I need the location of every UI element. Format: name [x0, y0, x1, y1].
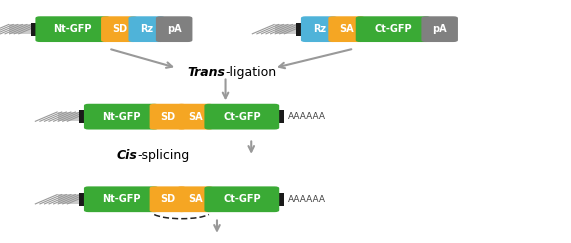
- Text: Ct-GFP: Ct-GFP: [375, 24, 412, 34]
- FancyBboxPatch shape: [177, 104, 214, 130]
- FancyBboxPatch shape: [421, 16, 458, 42]
- Text: SD: SD: [160, 112, 175, 122]
- Text: SD: SD: [160, 194, 175, 204]
- Text: Rz: Rz: [140, 24, 153, 34]
- FancyBboxPatch shape: [204, 186, 279, 212]
- FancyBboxPatch shape: [150, 186, 186, 212]
- Text: -ligation: -ligation: [226, 66, 277, 79]
- Text: AAAAAA: AAAAAA: [288, 112, 327, 121]
- Text: Rz: Rz: [313, 24, 325, 34]
- Bar: [275, 110, 284, 123]
- Text: pA: pA: [432, 24, 447, 34]
- Text: SA: SA: [339, 24, 354, 34]
- FancyBboxPatch shape: [301, 16, 337, 42]
- Text: AAAAAA: AAAAAA: [288, 195, 327, 204]
- Text: SD: SD: [112, 24, 127, 34]
- FancyBboxPatch shape: [356, 16, 431, 42]
- Bar: [296, 23, 305, 36]
- Text: Nt-GFP: Nt-GFP: [102, 112, 140, 122]
- Text: Ct-GFP: Ct-GFP: [223, 194, 260, 204]
- Bar: [58, 112, 79, 122]
- Bar: [79, 193, 89, 206]
- Text: -splicing: -splicing: [137, 149, 190, 162]
- Bar: [79, 110, 89, 123]
- Bar: [275, 193, 284, 206]
- Text: Trans: Trans: [187, 66, 226, 79]
- Bar: [58, 194, 79, 204]
- FancyBboxPatch shape: [156, 16, 192, 42]
- FancyBboxPatch shape: [128, 16, 165, 42]
- Text: Cis: Cis: [116, 149, 137, 162]
- FancyBboxPatch shape: [204, 104, 279, 130]
- FancyBboxPatch shape: [177, 186, 214, 212]
- FancyBboxPatch shape: [84, 186, 159, 212]
- Bar: [275, 24, 296, 34]
- FancyBboxPatch shape: [328, 16, 365, 42]
- Text: Ct-GFP: Ct-GFP: [223, 112, 260, 122]
- Text: SA: SA: [188, 194, 203, 204]
- Text: pA: pA: [167, 24, 182, 34]
- Bar: [31, 23, 40, 36]
- Text: Nt-GFP: Nt-GFP: [102, 194, 140, 204]
- FancyBboxPatch shape: [101, 16, 138, 42]
- FancyBboxPatch shape: [84, 104, 159, 130]
- Text: Nt-GFP: Nt-GFP: [54, 24, 92, 34]
- FancyBboxPatch shape: [150, 104, 186, 130]
- Text: SA: SA: [188, 112, 203, 122]
- Bar: [9, 24, 31, 34]
- FancyBboxPatch shape: [35, 16, 110, 42]
